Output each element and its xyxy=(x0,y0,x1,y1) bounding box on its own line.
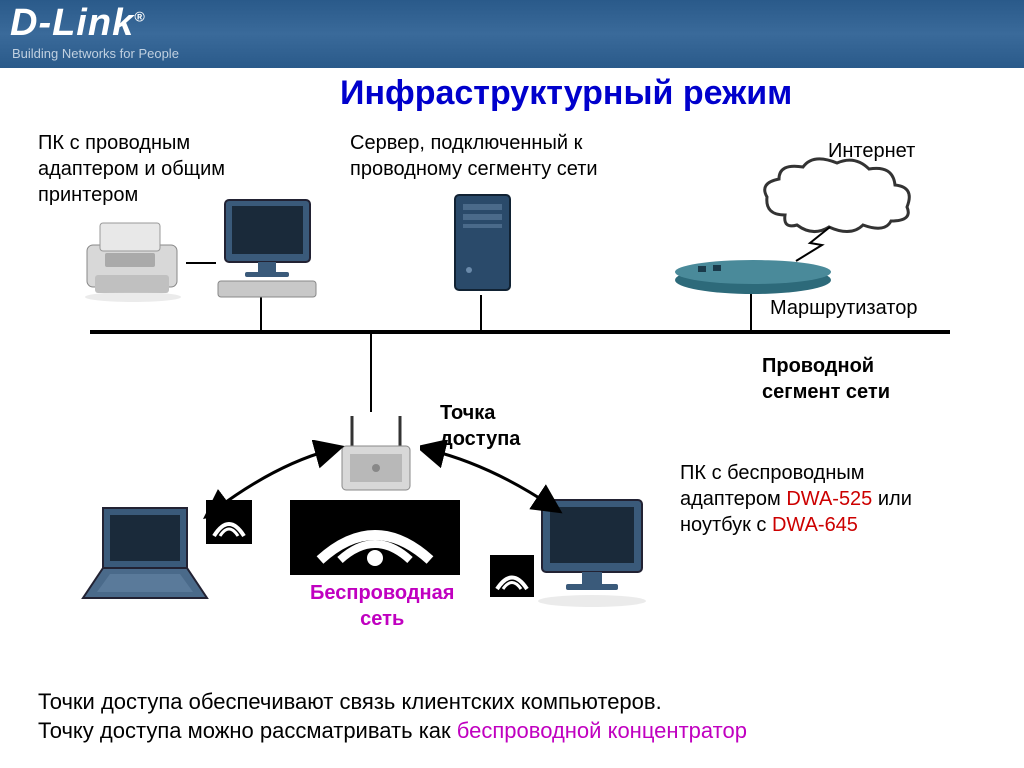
drop-ap xyxy=(370,332,372,412)
label-server: Сервер, подключенный кпроводному сегмент… xyxy=(350,130,598,182)
header-bar: D-Link® Building Networks for People xyxy=(0,0,1024,68)
page-title: Инфраструктурный режим xyxy=(340,74,792,113)
arrow-ap-pc xyxy=(420,440,570,530)
printer-icon xyxy=(75,215,195,305)
laptop-icon xyxy=(75,500,215,610)
tagline: Building Networks for People xyxy=(12,46,179,61)
logo-text: D-Link® xyxy=(10,2,146,44)
label-pc-wireless: ПК с беспроводным адаптером DWA-525 или … xyxy=(680,460,912,538)
pc-monitor-icon xyxy=(210,195,330,305)
arrow-ap-laptop xyxy=(195,440,345,530)
server-icon xyxy=(445,190,525,300)
label-wired-segment: Проводнойсегмент сети xyxy=(762,353,890,405)
logo: D-Link® xyxy=(10,2,146,45)
access-point-icon xyxy=(330,408,430,498)
cloud-router-link xyxy=(790,225,840,265)
ethernet-backbone xyxy=(90,330,950,334)
drop-server xyxy=(480,295,482,331)
wifi-card-right-icon xyxy=(490,555,538,603)
label-wireless-net: Беспроводнаясеть xyxy=(310,580,454,632)
cloud-icon xyxy=(755,155,925,255)
cable-printer-pc xyxy=(186,262,216,264)
label-pc-printer: ПК с проводнымадаптером и общимпринтером xyxy=(38,130,225,208)
bottom-text: Точки доступа обеспечивают связь клиентс… xyxy=(38,687,747,746)
